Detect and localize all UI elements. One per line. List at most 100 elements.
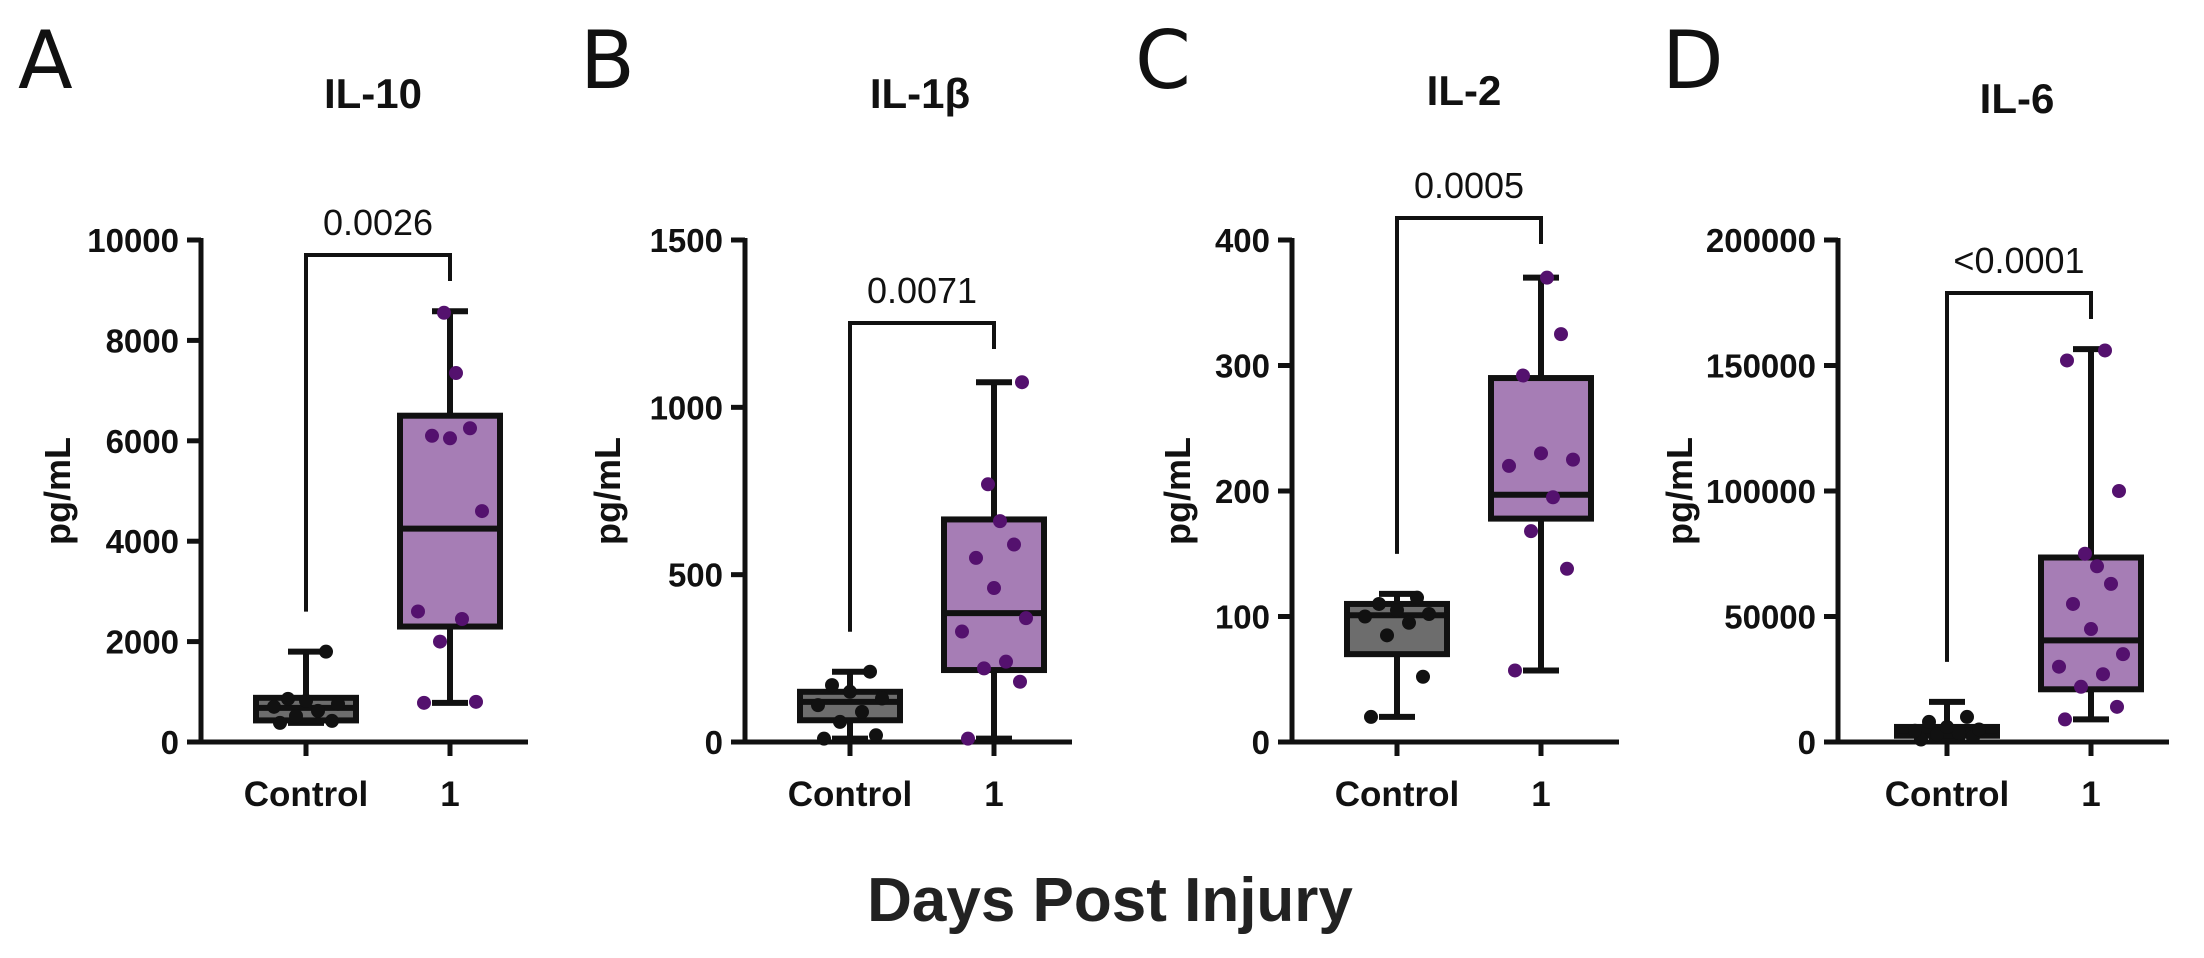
data-point [863,664,877,679]
data-point [1390,603,1404,618]
data-point [411,604,425,619]
significance-bracket [848,321,996,632]
data-point [449,366,463,381]
data-point [1524,524,1538,539]
data-point [475,504,489,519]
data-point [443,431,457,446]
data-point [1546,490,1560,505]
y-tick-label: 200 [1215,473,1270,510]
y-tick-label: 150000 [1706,348,1816,385]
p-value-label: 0.0071 [867,270,977,311]
data-point [1416,669,1430,684]
data-point [1930,727,1944,742]
data-point [267,699,281,714]
data-point [1940,719,1954,734]
y-tick-label: 50000 [1724,599,1816,636]
data-point [833,714,847,729]
panel-d: D IL-6 pg/mL 0 50000 100000 150000 200000 Contro… [1659,14,2169,814]
data-point [2058,712,2072,727]
y-tick-label: 6000 [106,423,179,460]
data-point [1410,590,1424,605]
data-point [2060,353,2074,368]
data-point [455,612,469,627]
data-point [1554,327,1568,342]
data-point [281,691,295,706]
y-axis-label: pg/mL [587,437,628,545]
data-point [1908,723,1922,738]
data-point [869,728,883,743]
panel-letter: D [1662,14,1724,107]
data-point [1960,709,1974,724]
data-point [977,661,991,676]
y-tick-label: 1000 [650,389,723,426]
y-axis-label: pg/mL [1157,437,1198,545]
panel-c: C IL-2 pg/mL 0 100 200 300 400 Control 1 0.0005 [1135,14,1619,814]
data-point [1019,611,1033,626]
y-axis-label: pg/mL [1659,437,1700,545]
data-point [289,708,303,723]
box-iqr [397,412,503,630]
data-point [1422,606,1436,621]
data-point [1358,609,1372,624]
y-tick-label: 500 [668,557,723,594]
data-point [2066,596,2080,611]
data-point [875,691,889,706]
data-point [2116,647,2130,662]
x-category-label: 1 [440,775,459,814]
y-tick-label: 2000 [106,624,179,661]
data-point [319,644,333,659]
panel-title: IL-10 [324,70,422,117]
data-point [2090,559,2104,574]
data-point [999,654,1013,669]
y-tick-label: 1500 [650,222,723,259]
data-point [1516,368,1530,383]
data-point [993,514,1007,529]
data-point [817,731,831,746]
y-axis-label: pg/mL [37,437,78,545]
panel-a: A IL-10 pg/mL 0 2000 4000 6000 8000 10000 Control… [18,14,528,814]
x-category-label: Control [788,775,912,814]
p-value-label: 0.0005 [1414,165,1524,206]
data-point [969,550,983,565]
x-category-label: 1 [984,775,1003,814]
data-point [1922,714,1936,729]
data-point [961,731,975,746]
data-point [2052,659,2066,674]
data-point [2096,667,2110,682]
data-point [2112,484,2126,498]
data-point [299,693,313,708]
panel-letter: A [18,14,73,107]
data-point [1402,615,1416,630]
data-point [843,684,857,699]
data-point [855,704,869,719]
panel-letter: C [1135,14,1191,107]
data-point [1013,674,1027,689]
significance-bracket [304,253,452,612]
data-point [1534,446,1548,461]
y-tick-label: 0 [161,724,179,761]
p-value-label: 0.0026 [323,202,433,243]
x-category-label: 1 [2081,775,2100,814]
x-category-label: Control [1335,775,1459,814]
panel-title: IL-6 [1980,75,2055,122]
data-point [2074,679,2088,694]
x-category-label: Control [244,775,368,814]
data-point [1508,663,1522,678]
data-point [1952,726,1966,741]
data-point [433,634,447,649]
data-point [311,703,325,718]
x-category-label: Control [1885,775,2009,814]
y-tick-label: 4000 [106,523,179,560]
data-point [1007,537,1021,552]
y-tick-label: 0 [705,724,723,761]
y-tick-label: 100000 [1706,473,1816,510]
data-point [2110,699,2124,714]
data-point [2104,576,2118,591]
panel-letter: B [580,14,635,107]
significance-bracket [1945,291,2093,662]
data-point [981,477,995,492]
data-point [1566,452,1580,467]
data-point [825,678,839,693]
p-value-label: <0.0001 [1953,240,2084,281]
